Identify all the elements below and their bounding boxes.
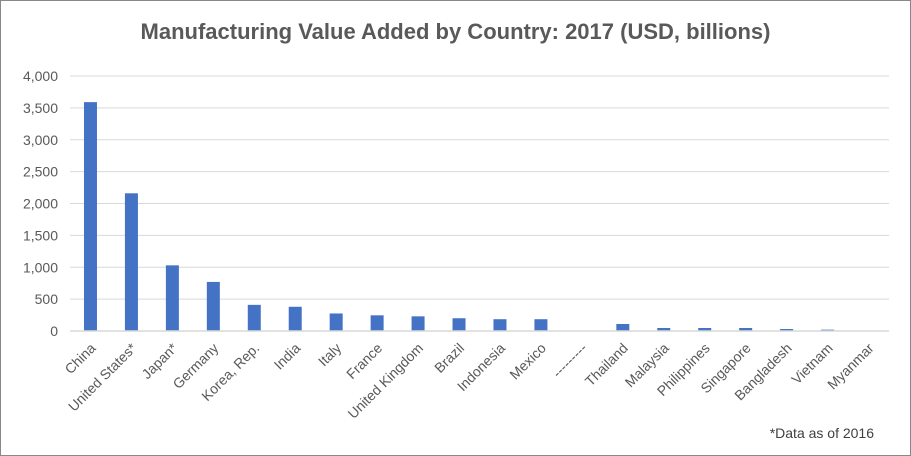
- bar-mexico: [534, 319, 548, 331]
- y-tick-label: 2,000: [23, 196, 58, 212]
- bar-france: [370, 315, 384, 331]
- y-tick-label: 3,500: [23, 100, 58, 116]
- x-tick-label: Italy: [315, 340, 344, 369]
- bar-bangladesh: [780, 329, 794, 331]
- chart-title: Manufacturing Value Added by Country: 20…: [140, 19, 771, 44]
- bar-united-states-: [124, 193, 138, 331]
- y-tick-label: 1,500: [23, 227, 58, 243]
- y-tick-label: 3,000: [23, 132, 58, 148]
- bar-indonesia: [493, 319, 507, 331]
- y-tick-label: 500: [35, 291, 59, 307]
- y-tick-label: 1,000: [23, 259, 58, 275]
- bar-china: [83, 102, 97, 331]
- bar-germany: [206, 281, 220, 331]
- bar-india: [288, 306, 302, 331]
- bar-brazil: [452, 318, 466, 331]
- x-tick-label: China: [61, 340, 98, 377]
- y-tick-label: 4,000: [23, 68, 58, 84]
- x-tick-label: Brazil: [431, 340, 467, 376]
- bar-korea-rep-: [247, 304, 261, 331]
- bar-thailand: [616, 323, 630, 331]
- bar-japan-: [165, 265, 179, 331]
- bar-united-kingdom: [411, 316, 425, 331]
- bar-malaysia: [657, 328, 671, 331]
- bar-italy: [329, 313, 343, 331]
- bar-singapore: [739, 328, 753, 331]
- annotation-note: *Data as of 2016: [769, 425, 874, 441]
- x-tick-label: Mexico: [506, 340, 549, 383]
- y-tick-label: 2,500: [23, 164, 58, 180]
- bar-philippines: [698, 328, 712, 331]
- x-tick-label: India: [271, 340, 304, 373]
- y-tick-label: 0: [50, 323, 58, 339]
- x-tick-label: United Kingdom: [344, 340, 426, 422]
